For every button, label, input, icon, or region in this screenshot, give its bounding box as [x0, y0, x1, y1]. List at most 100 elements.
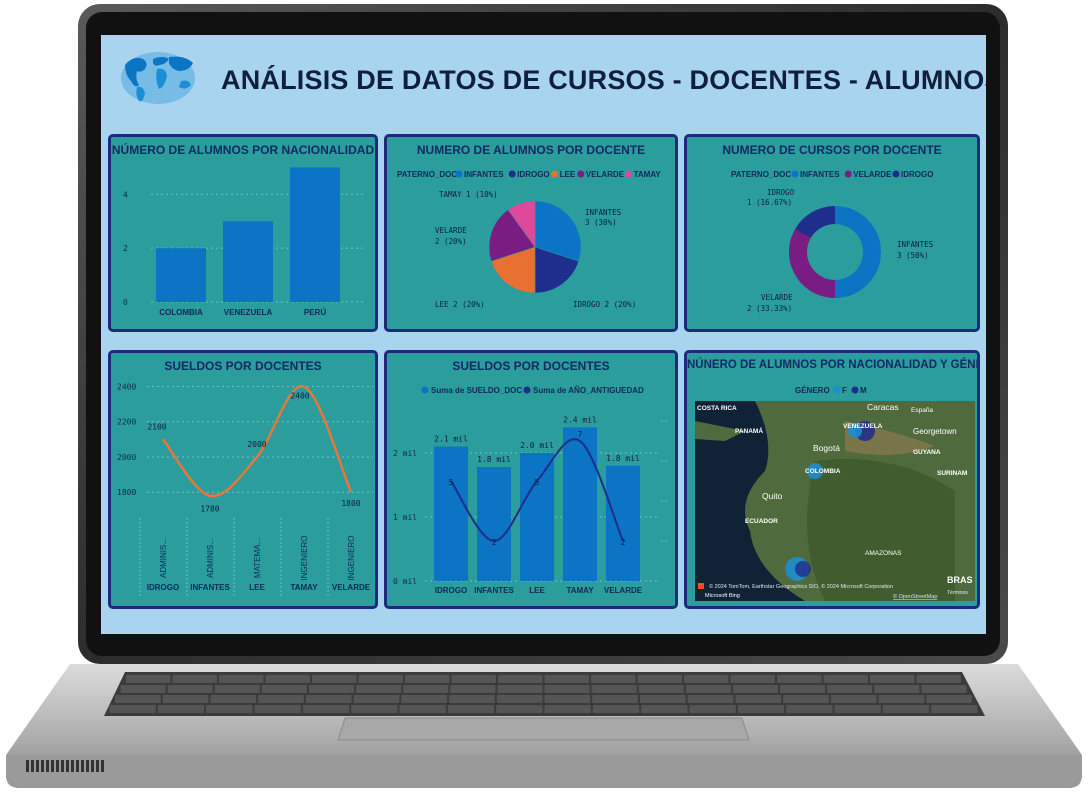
- keyboard-key: [403, 685, 449, 693]
- map-place-label: Bogotá: [813, 443, 840, 453]
- legend-item[interactable]: IDROGO: [517, 170, 549, 179]
- legend-swatch: [892, 170, 900, 178]
- y-tick-label: 4: [123, 190, 128, 199]
- panel-map-nationality-gender[interactable]: NÚNERO DE ALUMNOS POR NACIONALIDAD Y GÉN…: [684, 350, 980, 609]
- keyboard-key: [685, 685, 731, 693]
- map-nationality-gender[interactable]: GÉNERO F M COSTA RICA PANAMÁ VENEZUELA Caracas…: [687, 353, 977, 606]
- panel-title: NÚMERO DE ALUMNOS POR NACIONALIDAD: [111, 143, 375, 157]
- map-place-label: SURINAM: [937, 470, 967, 477]
- series-line: [162, 385, 353, 498]
- data-label: 2: [621, 538, 626, 547]
- keyboard-key: [592, 705, 640, 713]
- legend-swatch: [508, 170, 516, 178]
- panel-students-by-teacher[interactable]: NUMERO DE ALUMNOS POR DOCENTE PATERNO_DO…: [384, 134, 678, 332]
- bar: [156, 248, 206, 302]
- x-tick-label: IDROGO: [147, 583, 179, 592]
- map-land: [695, 421, 745, 441]
- donut-slice: [789, 229, 835, 298]
- panel-students-by-nationality[interactable]: NÚMERO DE ALUMNOS POR NACIONALIDAD 0 2 4 CO…: [108, 134, 378, 332]
- keyboard-key: [496, 705, 543, 713]
- bar-chart-nationality: 0 2 4 COLOMBIA VENEZUELA PERÚ: [123, 167, 366, 317]
- map-forest: [807, 459, 955, 601]
- keyboard-key: [780, 685, 826, 693]
- panel-title: SUELDOS POR DOCENTES: [164, 359, 322, 373]
- data-label: 2000: [247, 440, 266, 449]
- legend-item[interactable]: TAMAY: [634, 170, 662, 179]
- keyboard-key: [451, 675, 496, 683]
- y-tick-label: 1800: [117, 488, 136, 497]
- legend-item[interactable]: Suma de SUELDO_DOC: [431, 386, 522, 395]
- legend-item[interactable]: INFANTES: [800, 170, 840, 179]
- keyboard-key: [874, 685, 920, 693]
- x-tick-label: INFANTES: [190, 583, 230, 592]
- keyboard-key: [258, 695, 304, 703]
- x-tick-label: VENEZUELA: [224, 308, 273, 317]
- map-place-label: AMAZONAS: [865, 550, 902, 557]
- legend-title: PATERNO_DOC: [397, 170, 457, 179]
- keyboard-key: [172, 675, 217, 683]
- map-bubble[interactable]: [807, 463, 823, 479]
- data-label: 2400: [290, 392, 309, 401]
- keyboard-key: [356, 685, 402, 693]
- data-label: 2.0 mil: [520, 441, 554, 450]
- keyboard-key: [544, 675, 589, 683]
- map-bubble[interactable]: [795, 561, 811, 577]
- pie-slice: [534, 246, 580, 294]
- panel-salaries-combo[interactable]: SUELDOS POR DOCENTES Suma de SUELDO_DOC S…: [384, 350, 678, 609]
- data-label: IDROGO 2 (20%): [573, 300, 636, 309]
- keyboard-key: [544, 695, 591, 703]
- keyboard-key: [591, 675, 636, 683]
- keyboard-key: [126, 675, 171, 683]
- legend-swatch: [421, 386, 429, 394]
- legend-item[interactable]: IDROGO: [901, 170, 933, 179]
- x-tick-label: COLOMBIA: [159, 308, 203, 317]
- data-label: 2.1 mil: [434, 435, 468, 444]
- panel-title: SUELDOS POR DOCENTES: [452, 359, 610, 373]
- keyboard-key: [405, 675, 450, 683]
- keyboard-key: [302, 705, 350, 713]
- keyboard-key: [358, 675, 403, 683]
- pie-slice: [488, 209, 536, 262]
- terms-link[interactable]: Términos: [947, 590, 968, 596]
- legend-item[interactable]: VELARDE: [586, 170, 625, 179]
- data-label: 2 (20%): [435, 237, 467, 246]
- keyboard-key: [783, 695, 829, 703]
- keyboard-key: [157, 705, 205, 713]
- data-label: INFANTES: [897, 240, 934, 249]
- legend-item[interactable]: F: [842, 386, 847, 395]
- x-tick-label: VELARDE: [604, 586, 643, 595]
- x-tick-label: MATEMA...: [253, 538, 262, 578]
- legend-item[interactable]: Suma de AÑO_ANTIGUEDAD: [533, 386, 644, 395]
- keyboard-key: [689, 705, 736, 713]
- legend-item[interactable]: LEE: [560, 170, 576, 179]
- data-label: 1.8 mil: [606, 454, 640, 463]
- legend-title: PATERNO_DOC: [731, 170, 791, 179]
- panel-courses-by-teacher[interactable]: NUMERO DE CURSOS POR DOCENTE PATERNO_DOC…: [684, 134, 980, 332]
- pie-chart-students-by-teacher: PATERNO_DOC INFANTES IDROGO LEE VELARDE TAMAY…: [397, 170, 662, 309]
- x-tick-label: INGENIERO: [300, 536, 309, 581]
- legend-item[interactable]: VELARDE: [853, 170, 892, 179]
- x-tick-label: LEE: [249, 583, 265, 592]
- series-line: [450, 438, 624, 543]
- legend-item[interactable]: INFANTES: [464, 170, 504, 179]
- data-label: 2: [492, 538, 497, 547]
- legend-swatch: [851, 386, 859, 394]
- keyboard-key: [496, 695, 543, 703]
- keyboard-key: [312, 675, 357, 683]
- y-tick-label: 2 mil: [393, 449, 417, 458]
- panel-title: NUMERO DE CURSOS POR DOCENTE: [722, 143, 942, 157]
- map-bubble[interactable]: [855, 421, 875, 441]
- keyboard-key: [265, 675, 310, 683]
- map-bubble[interactable]: [848, 424, 862, 438]
- map-place-label: Georgetown: [913, 427, 957, 436]
- keyboard-key: [254, 705, 301, 713]
- legend-item[interactable]: M: [860, 386, 867, 395]
- keyboard-key: [687, 695, 734, 703]
- world-map-icon: [121, 52, 195, 104]
- keyboard-key: [497, 685, 543, 693]
- map-place-label: COSTA RICA: [697, 405, 737, 412]
- data-label: 1800: [341, 499, 360, 508]
- osm-link[interactable]: © OpenStreetMap: [893, 593, 937, 600]
- panel-salaries-line[interactable]: SUELDOS POR DOCENTES 1800 2000 2200 2400 210…: [108, 350, 378, 609]
- keyboard-key: [830, 695, 877, 703]
